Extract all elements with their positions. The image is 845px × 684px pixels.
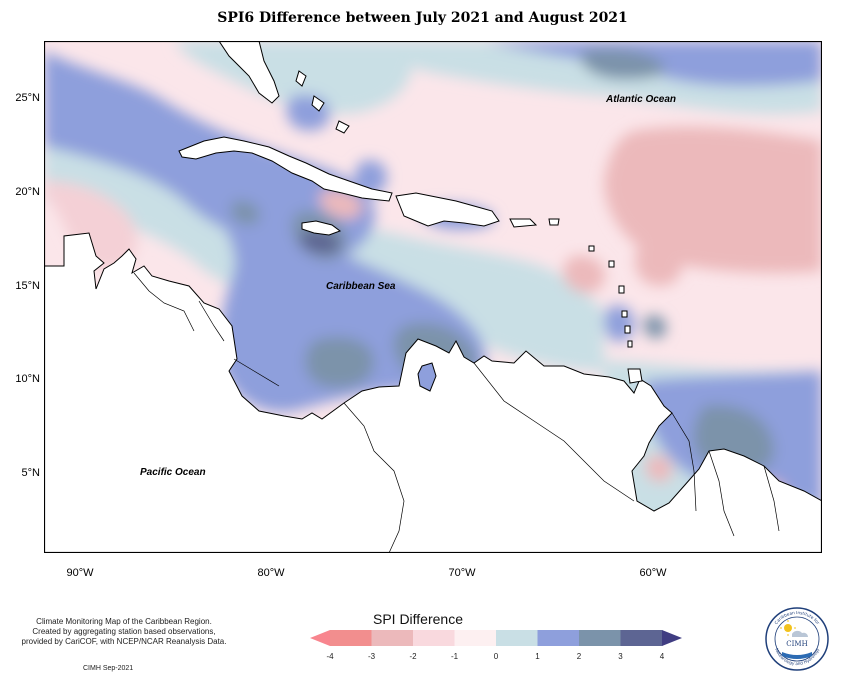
label-caribbean-sea: Caribbean Sea [326, 281, 396, 292]
legend-swatch [454, 630, 497, 646]
credits-line: Created by aggregating station based obs… [32, 627, 216, 636]
map-border [44, 41, 822, 553]
lon-label-60w: 60°W [639, 567, 667, 579]
legend-colorbar: -4 -3 -2 -1 0 1 2 3 4 [310, 628, 682, 668]
land-outline [44, 41, 822, 553]
lon-label-80w: 80°W [257, 567, 285, 579]
legend-title: SPI Difference [372, 611, 463, 627]
logo-text: CIMH [786, 640, 807, 648]
legend-tick-label: -1 [451, 652, 459, 661]
legend-tick-label: -2 [409, 652, 417, 661]
lat-label-15n: 15°N [15, 280, 40, 292]
legend-tick-label: 3 [618, 652, 623, 661]
legend-arrow-left [310, 630, 330, 646]
legend-arrow-right [662, 630, 682, 646]
credits-line: Climate Monitoring Map of the Caribbean … [36, 617, 212, 626]
legend-tick-label: -4 [326, 652, 334, 661]
legend-swatch [620, 630, 663, 646]
lon-label-90w: 90°W [66, 567, 94, 579]
legend-tick-label: 0 [494, 652, 499, 661]
lat-label-25n: 25°N [15, 92, 40, 104]
legend-swatch [330, 630, 372, 646]
legend-swatch [371, 630, 414, 646]
legend-tick-label: -3 [368, 652, 376, 661]
legend-swatch [537, 630, 580, 646]
credits-stamp: CIMH Sep-2021 [83, 665, 134, 672]
country-borders [133, 272, 780, 553]
legend-swatch [496, 630, 538, 646]
label-pacific-ocean: Pacific Ocean [140, 467, 206, 478]
lat-label-5n: 5°N [21, 467, 40, 479]
lon-label-70w: 70°W [448, 567, 476, 579]
cimh-logo: CIMH Caribbean Institute for Meteorology… [764, 606, 830, 672]
lat-label-10n: 10°N [15, 373, 40, 385]
legend-swatch [579, 630, 621, 646]
legend-swatch [413, 630, 455, 646]
credits-line: provided by CariCOF, with NCEP/NCAR Rean… [21, 637, 227, 646]
legend-tick-label: 2 [577, 652, 582, 661]
lat-label-20n: 20°N [15, 186, 40, 198]
credits-text: Climate Monitoring Map of the Caribbean … [14, 617, 234, 647]
label-atlantic-ocean: Atlantic Ocean [606, 94, 677, 105]
legend-tick-label: 1 [535, 652, 540, 661]
map-title: SPI6 Difference between July 2021 and Au… [217, 10, 628, 26]
spi-difference-map [44, 41, 822, 553]
legend-tick-label: 4 [660, 652, 665, 661]
